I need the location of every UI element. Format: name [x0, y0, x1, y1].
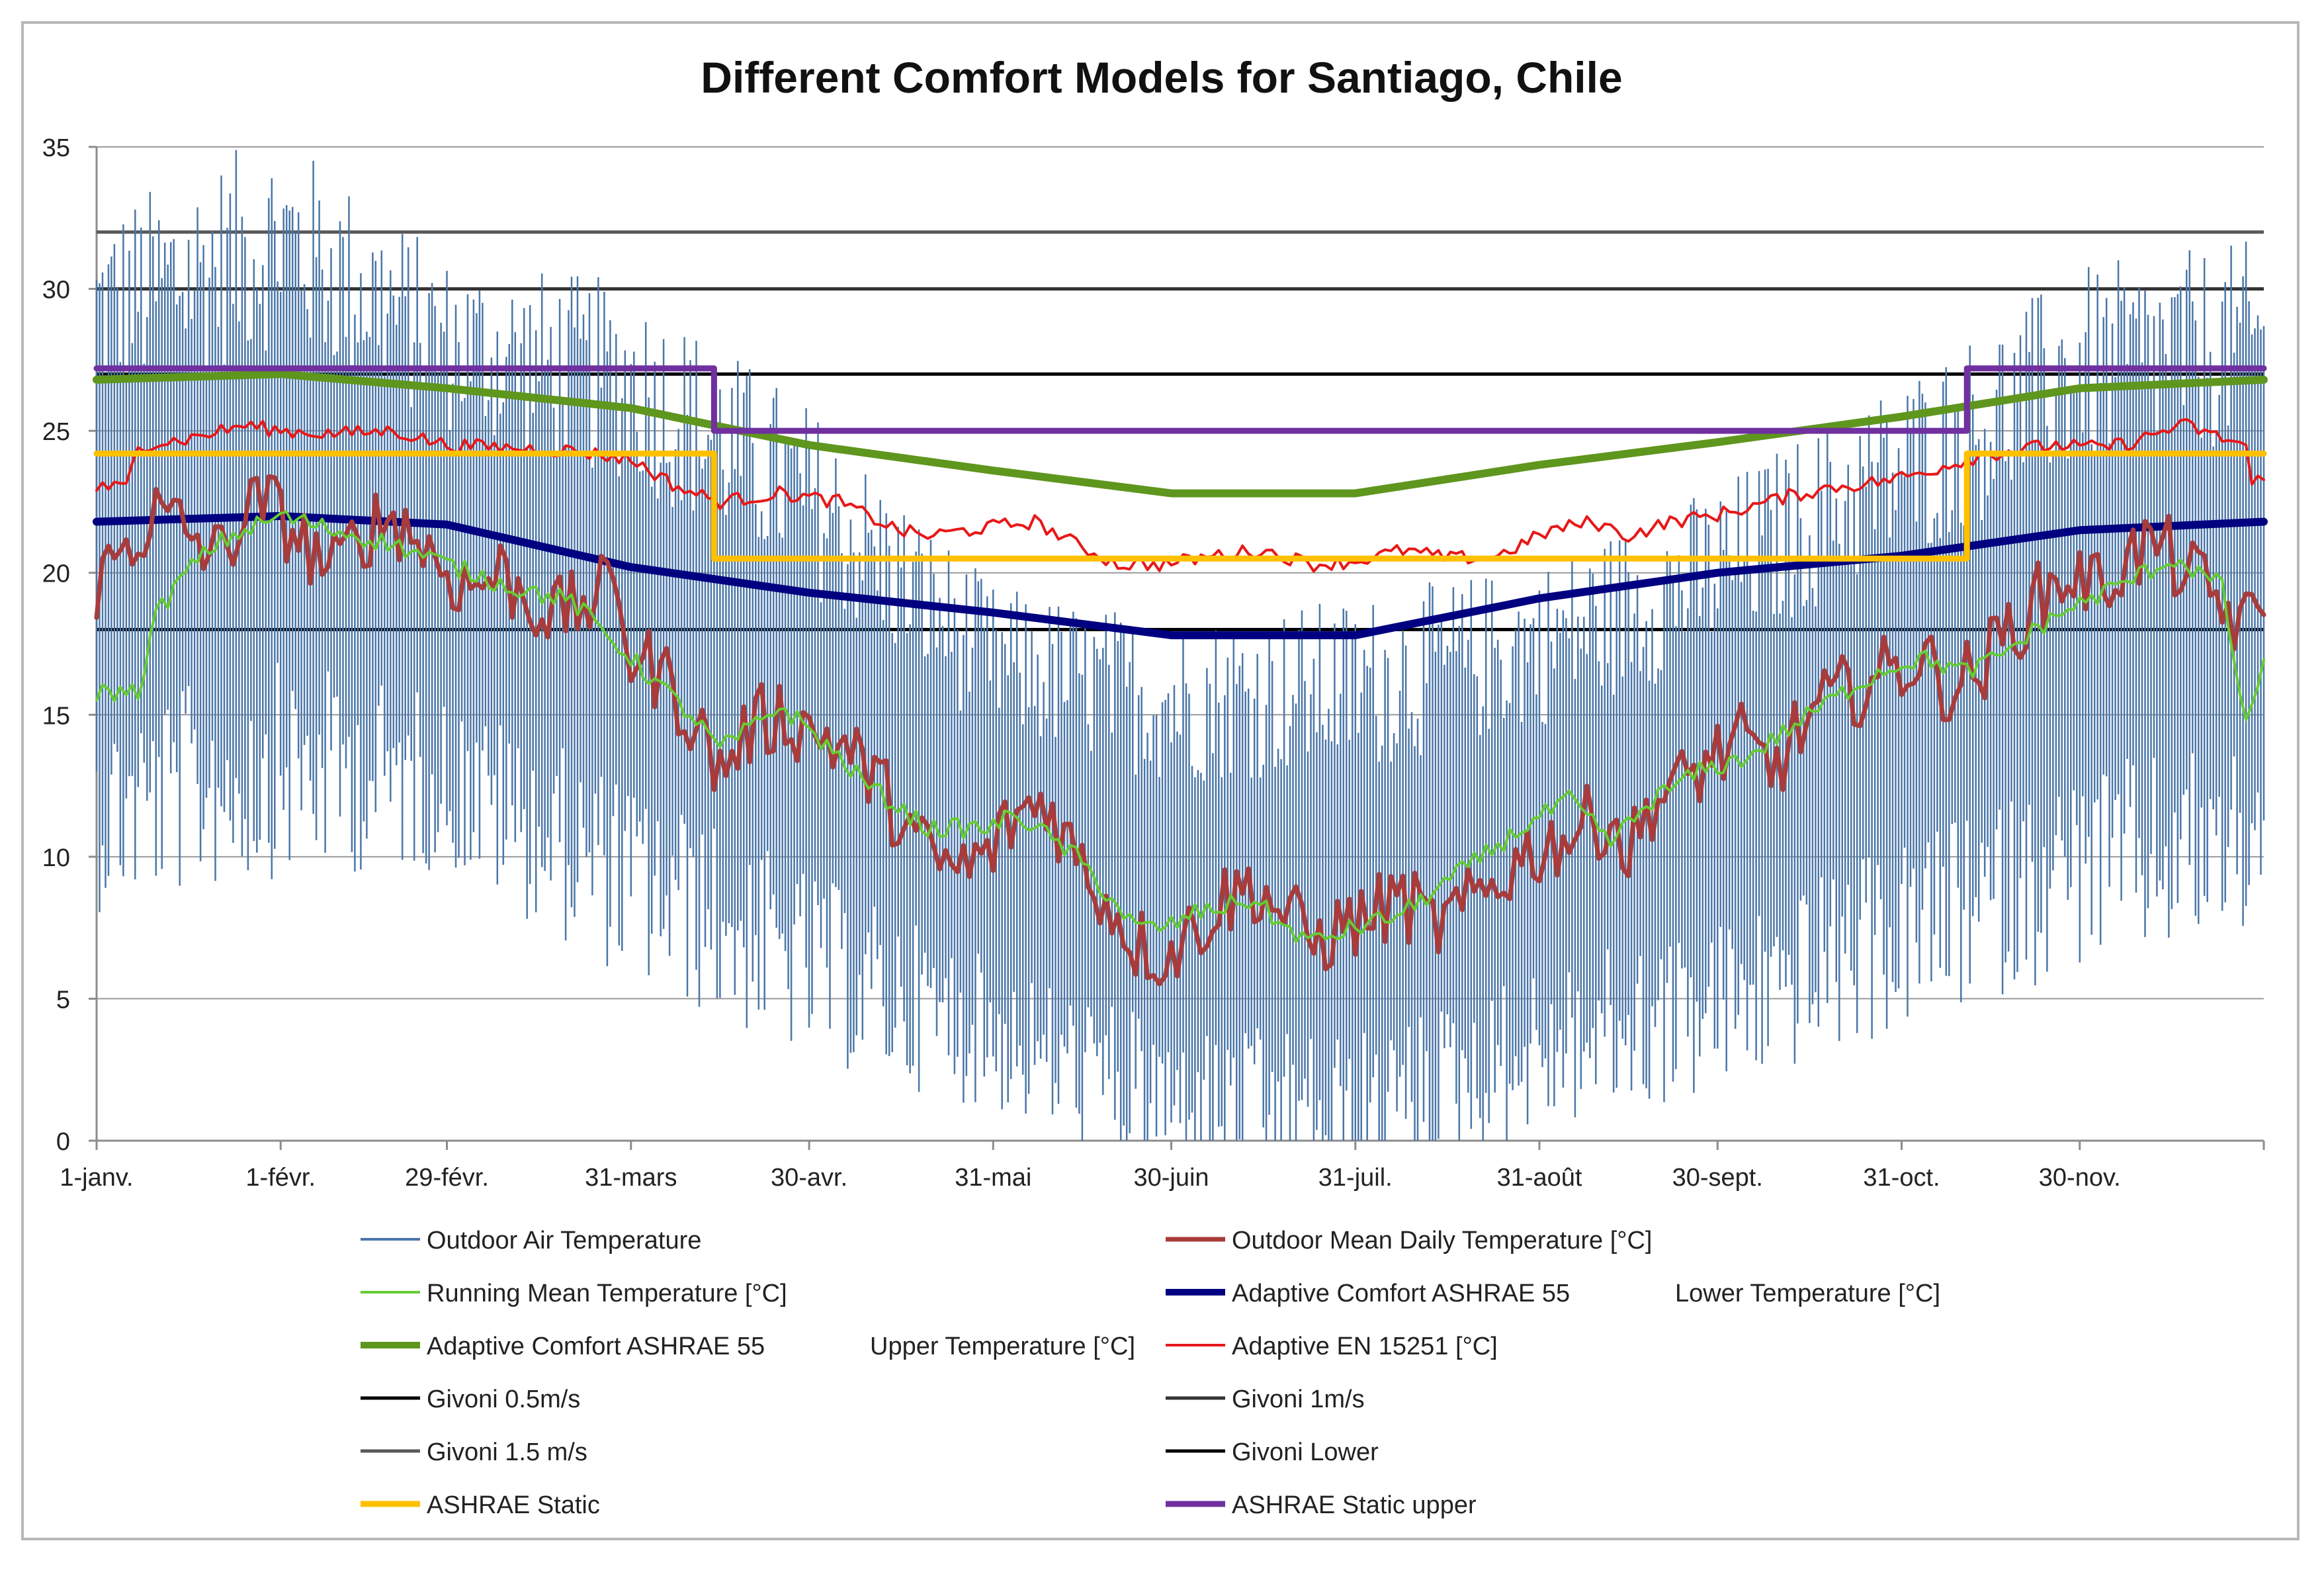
x-tick-label: 30-juin — [1133, 1164, 1209, 1192]
series-ashrae_lower — [93, 511, 2268, 640]
legend-label: Adaptive Comfort ASHRAE 55 — [1232, 1280, 1570, 1307]
legend-item-ashrae_static_upper: ASHRAE Static upper — [1166, 1491, 1477, 1519]
x-tick-label: 31-mai — [955, 1164, 1031, 1192]
legend-label: Running Mean Temperature [°C] — [427, 1280, 787, 1307]
x-tick-label: 30-sept. — [1672, 1164, 1763, 1192]
legend-item-running_mean: Running Mean Temperature [°C] — [361, 1280, 787, 1307]
y-tick-label: 20 — [42, 560, 70, 588]
legend-label: Adaptive EN 15251 [°C] — [1232, 1333, 1498, 1360]
legend-item-outdoor_air: Outdoor Air Temperature — [361, 1227, 701, 1254]
legend-label: Adaptive Comfort ASHRAE 55 — [427, 1333, 765, 1360]
series-running_mean — [95, 510, 2265, 944]
legend-label-suffix: Upper Temperature [°C] — [870, 1333, 1135, 1360]
x-tick-label: 31-oct. — [1863, 1164, 1940, 1192]
legend-item-ashrae_lower: Adaptive Comfort ASHRAE 55 Lower Temperat… — [1166, 1280, 1940, 1307]
legend-item-ashrae_upper: Adaptive Comfort ASHRAE 55 Upper Temperat… — [361, 1333, 1135, 1360]
series-line — [93, 365, 2267, 434]
x-tick-label: 31-mars — [585, 1164, 677, 1192]
y-tick-label: 0 — [56, 1128, 70, 1156]
legend-label: Outdoor Air Temperature — [427, 1227, 701, 1254]
series-outdoor_air — [95, 150, 2265, 1141]
legend-item-givoni_05: Givoni 0.5m/s — [361, 1386, 580, 1413]
x-tick-label: 30-nov. — [2039, 1164, 2121, 1192]
x-tick-label: 31-juil. — [1318, 1164, 1393, 1192]
legend-item-givoni_lower: Givoni Lower — [1166, 1438, 1379, 1466]
legend-label: ASHRAE Static upper — [1232, 1491, 1477, 1519]
series-ashrae_static — [93, 451, 2267, 562]
y-tick-label: 15 — [42, 702, 70, 730]
legend-label: Outdoor Mean Daily Temperature [°C] — [1232, 1227, 1652, 1254]
x-tick-label: 31-août — [1497, 1164, 1582, 1192]
y-tick-label: 25 — [42, 418, 70, 446]
legend-item-givoni_15: Givoni 1.5 m/s — [361, 1438, 587, 1466]
x-axis: 1-janv. 1-févr. 29-févr. 31-mars 30-avr. 31-m… — [60, 1139, 2265, 1192]
y-axis: 0 5 10 15 20 25 30 35 — [42, 134, 98, 1156]
y-tick-label: 10 — [42, 844, 70, 872]
series-line — [93, 451, 2267, 562]
plot-area — [93, 150, 2268, 1141]
series-line — [93, 370, 2268, 498]
legend-item-en15251: Adaptive EN 15251 [°C] — [1166, 1333, 1498, 1360]
x-tick-label: 1-févr. — [245, 1164, 316, 1192]
legend-label: Givoni 1m/s — [1232, 1386, 1365, 1413]
y-tick-label: 30 — [42, 277, 70, 304]
y-tick-label: 35 — [42, 134, 70, 162]
series-line — [93, 511, 2268, 640]
x-tick-label: 29-févr. — [405, 1164, 489, 1192]
chart-title: Different Comfort Models for Santiago, C… — [701, 53, 1622, 102]
x-tick-label: 1-janv. — [60, 1164, 133, 1192]
legend-label: Givoni Lower — [1232, 1438, 1379, 1466]
legend-item-givoni_1: Givoni 1m/s — [1166, 1386, 1365, 1413]
x-tick-label: 30-avr. — [771, 1164, 847, 1192]
series-mean_daily — [94, 474, 2266, 987]
legend-label-suffix: Lower Temperature [°C] — [1675, 1280, 1940, 1307]
series-line — [94, 474, 2266, 987]
series-bars — [95, 150, 2265, 1141]
series-ashrae_upper — [93, 370, 2268, 498]
series-line — [95, 510, 2265, 944]
legend-item-ashrae_static: ASHRAE Static — [361, 1491, 600, 1519]
series-ashrae_static_upper — [93, 365, 2267, 434]
legend-item-mean_daily: Outdoor Mean Daily Temperature [°C] — [1166, 1227, 1652, 1254]
legend-label: ASHRAE Static — [427, 1491, 600, 1519]
legend-label: Givoni 1.5 m/s — [427, 1438, 587, 1466]
y-tick-label: 5 — [56, 986, 70, 1014]
legend: Outdoor Air Temperature Outdoor Mean Dail… — [361, 1227, 1940, 1519]
legend-label: Givoni 0.5m/s — [427, 1386, 580, 1413]
